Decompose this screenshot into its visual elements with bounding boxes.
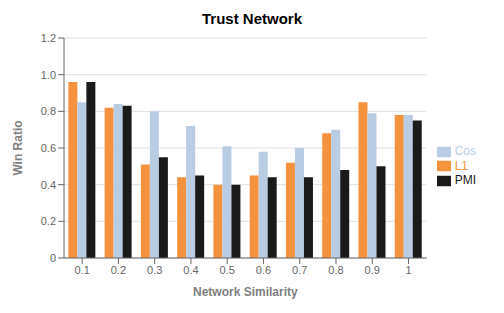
svg-text:1.0: 1.0	[41, 69, 56, 81]
svg-text:0.7: 0.7	[292, 264, 307, 276]
svg-text:Win Ratio: Win Ratio	[11, 120, 25, 175]
svg-text:0.2: 0.2	[41, 215, 56, 227]
svg-text:0.9: 0.9	[365, 264, 380, 276]
svg-text:1: 1	[405, 264, 411, 276]
svg-text:Network Similarity: Network Similarity	[193, 285, 298, 299]
html-text:Trust Network: Trust Network	[202, 10, 302, 27]
svg-text:1.2: 1.2	[41, 32, 56, 44]
html-text:L1: L1	[454, 158, 468, 173]
svg-text:0.4: 0.4	[41, 179, 56, 191]
svg-text:0.6: 0.6	[41, 142, 56, 154]
svg-text:0.5: 0.5	[220, 264, 235, 276]
svg-text:0.6: 0.6	[256, 264, 271, 276]
svg-text:0: 0	[50, 252, 56, 264]
html-text:Cos: Cos	[454, 143, 476, 158]
svg-text:0.2: 0.2	[111, 264, 126, 276]
svg-text:0.1: 0.1	[74, 264, 89, 276]
html-text:PMI: PMI	[454, 173, 476, 188]
svg-text:0.8: 0.8	[328, 264, 343, 276]
svg-text:0.4: 0.4	[183, 264, 198, 276]
svg-text:0.8: 0.8	[41, 105, 56, 117]
svg-text:0.3: 0.3	[147, 264, 162, 276]
